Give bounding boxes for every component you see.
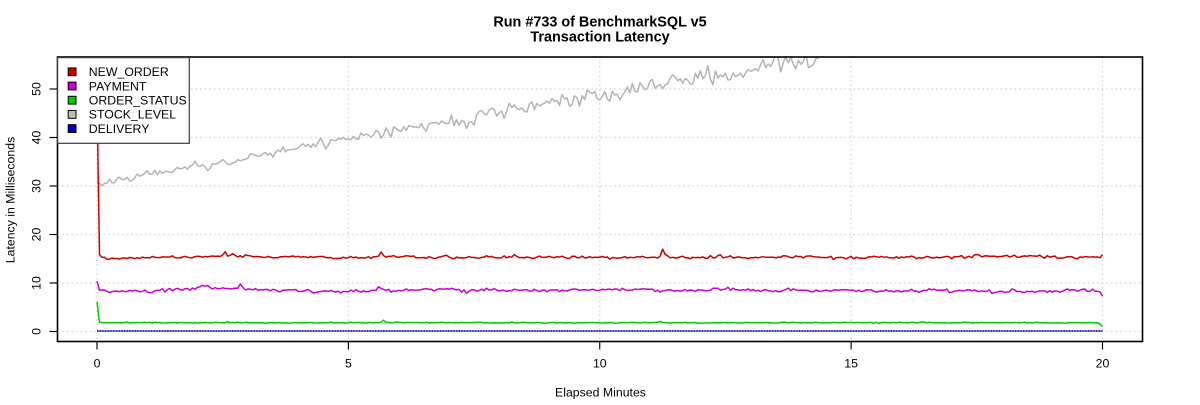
svg-text:Transaction Latency: Transaction Latency bbox=[530, 30, 669, 46]
svg-text:20: 20 bbox=[1096, 356, 1110, 370]
svg-text:10: 10 bbox=[593, 356, 607, 370]
svg-text:10: 10 bbox=[30, 276, 44, 290]
svg-text:Elapsed Minutes: Elapsed Minutes bbox=[555, 386, 646, 400]
svg-text:ORDER_STATUS: ORDER_STATUS bbox=[89, 94, 187, 108]
svg-text:0: 0 bbox=[30, 328, 44, 335]
svg-text:0: 0 bbox=[94, 356, 101, 370]
svg-text:30: 30 bbox=[30, 179, 44, 193]
svg-text:Run #733 of BenchmarkSQL v5: Run #733 of BenchmarkSQL v5 bbox=[493, 14, 706, 30]
svg-text:Latency in Milliseconds: Latency in Milliseconds bbox=[4, 137, 18, 263]
svg-text:NEW_ORDER: NEW_ORDER bbox=[89, 65, 169, 79]
svg-text:20: 20 bbox=[30, 228, 44, 242]
svg-text:STOCK_LEVEL: STOCK_LEVEL bbox=[89, 108, 176, 122]
svg-text:5: 5 bbox=[345, 356, 352, 370]
svg-text:PAYMENT: PAYMENT bbox=[89, 79, 147, 93]
svg-text:40: 40 bbox=[30, 131, 44, 145]
svg-text:15: 15 bbox=[844, 356, 858, 370]
svg-text:50: 50 bbox=[30, 82, 44, 96]
svg-text:DELIVERY: DELIVERY bbox=[89, 122, 150, 136]
